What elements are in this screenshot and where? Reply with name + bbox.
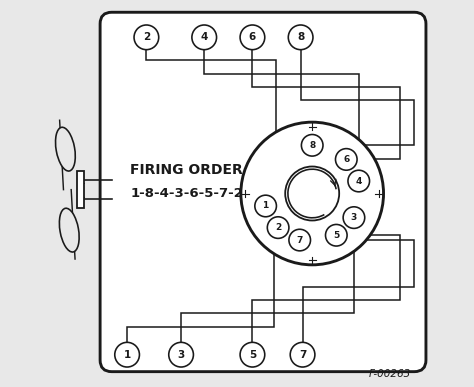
Text: F-00263: F-00263 [368, 369, 410, 379]
Ellipse shape [59, 208, 79, 252]
Bar [77, 171, 84, 208]
Text: FIRING ORDER: FIRING ORDER [130, 163, 243, 177]
Ellipse shape [55, 127, 75, 171]
Text: 5: 5 [249, 350, 256, 360]
Circle shape [134, 25, 159, 50]
Circle shape [192, 25, 217, 50]
Circle shape [267, 217, 289, 238]
Circle shape [301, 135, 323, 156]
Circle shape [288, 25, 313, 50]
Text: 6: 6 [343, 155, 349, 164]
Text: 4: 4 [356, 176, 362, 185]
Circle shape [241, 122, 383, 265]
FancyBboxPatch shape [100, 12, 426, 372]
Circle shape [115, 342, 139, 367]
Circle shape [240, 342, 265, 367]
Text: 4: 4 [201, 33, 208, 42]
Text: 1: 1 [263, 202, 269, 211]
Text: 1-8-4-3-6-5-7-2: 1-8-4-3-6-5-7-2 [130, 187, 243, 200]
Text: 2: 2 [143, 33, 150, 42]
Text: 7: 7 [297, 236, 303, 245]
Circle shape [343, 207, 365, 228]
Text: 5: 5 [333, 231, 339, 240]
Circle shape [289, 229, 310, 251]
Text: 6: 6 [249, 33, 256, 42]
Text: 7: 7 [299, 350, 306, 360]
Circle shape [169, 342, 193, 367]
Text: 2: 2 [275, 223, 281, 232]
Text: 3: 3 [351, 213, 357, 222]
Text: 8: 8 [309, 141, 315, 150]
Circle shape [240, 25, 265, 50]
Circle shape [255, 195, 276, 217]
Circle shape [348, 170, 370, 192]
Circle shape [326, 224, 347, 246]
Text: 1: 1 [123, 350, 131, 360]
Text: 3: 3 [177, 350, 185, 360]
Circle shape [285, 166, 339, 221]
Text: 8: 8 [297, 33, 304, 42]
Circle shape [336, 149, 357, 170]
Circle shape [290, 342, 315, 367]
